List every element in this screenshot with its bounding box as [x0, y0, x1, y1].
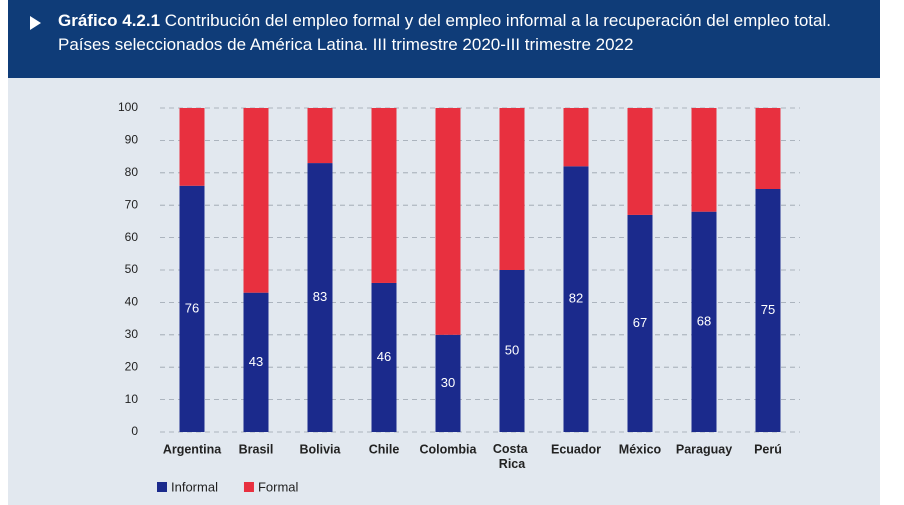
bar-segment	[755, 189, 781, 432]
header: Gráfico 4.2.1 Contribución del empleo fo…	[8, 0, 880, 78]
y-tick-label: 70	[125, 197, 139, 211]
data-label: 50	[505, 342, 519, 357]
x-tick-label: Perú	[754, 442, 782, 456]
x-tick-label: Costa Rica	[493, 442, 531, 471]
data-label: 67	[633, 315, 647, 330]
icon	[30, 16, 41, 30]
data-label: 82	[569, 291, 583, 306]
y-tick-label: 30	[125, 327, 139, 341]
bar-segment	[371, 282, 397, 432]
data-label: 68	[697, 313, 711, 328]
y-tick-label: 60	[125, 230, 139, 244]
bar-segment	[499, 108, 525, 270]
bar-segment	[499, 270, 525, 432]
data-label: 46	[377, 349, 391, 364]
bar-segment	[627, 108, 653, 215]
data-label: 75	[761, 302, 775, 317]
x-tick-label-line: Rica	[499, 457, 526, 471]
bar-segment	[243, 292, 269, 432]
x-tick-label: Bolivia	[300, 442, 342, 456]
y-tick-label: 10	[125, 392, 139, 406]
x-tick-label: Paraguay	[676, 442, 732, 456]
data-label: 83	[313, 289, 327, 304]
title-label: Gráfico 4.2.1	[58, 11, 161, 30]
x-tick-label: Colombia	[420, 442, 478, 456]
bar-segment	[307, 163, 333, 432]
y-tick-label: 50	[125, 262, 139, 276]
bar-segment	[563, 108, 589, 167]
legend-swatch	[157, 482, 167, 492]
bar-segment	[307, 108, 333, 164]
x-tick-label: Ecuador	[551, 442, 601, 456]
y-tick-label: 0	[131, 424, 138, 438]
bar-segment	[755, 108, 781, 189]
bar-segment	[627, 214, 653, 432]
x-tick-label-line: Costa	[493, 442, 531, 456]
title-box: Gráfico 4.2.1 Contribución del empleo fo…	[58, 9, 868, 57]
bar-segment	[691, 211, 717, 432]
bar-segment	[435, 108, 461, 335]
bar-segment	[243, 108, 269, 293]
x-tick-label: Brasil	[239, 442, 274, 456]
x-tick-label: México	[619, 442, 662, 456]
y-tick-label: 20	[125, 359, 139, 373]
bar-segment	[371, 108, 397, 283]
bar-segment	[691, 108, 717, 212]
bar-segment	[563, 166, 589, 432]
legend-label: Informal	[171, 479, 218, 494]
bar-segment	[179, 185, 205, 432]
x-tick-label: Argentina	[163, 442, 222, 456]
y-tick-label: 100	[118, 100, 138, 114]
legend-label: Formal	[258, 479, 299, 494]
y-tick-label: 90	[125, 133, 139, 147]
y-tick-label: 80	[125, 165, 139, 179]
bar-segment	[435, 334, 461, 432]
data-label: 30	[441, 375, 455, 390]
data-label: 43	[249, 354, 263, 369]
legend-swatch	[243, 482, 254, 492]
chart-title: Contribución del empleo formal y del emp…	[58, 11, 831, 54]
data-label: 76	[185, 300, 199, 315]
x-tick-label: Chile	[369, 442, 400, 456]
y-tick-label: 40	[125, 295, 139, 309]
bar-segment	[179, 108, 205, 186]
